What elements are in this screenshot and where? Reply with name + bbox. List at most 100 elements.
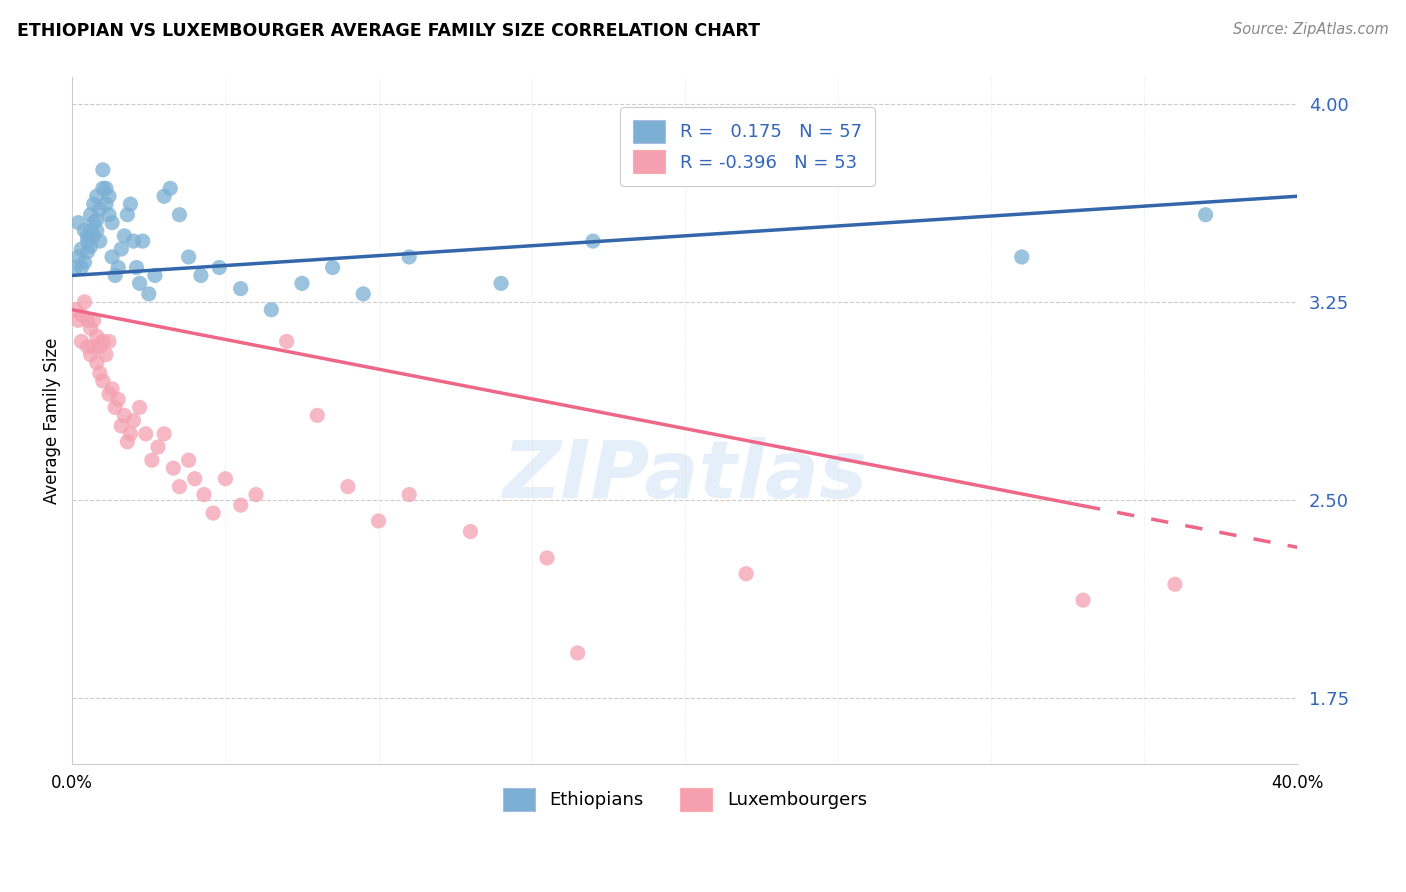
Point bbox=[128, 401, 150, 415]
Point bbox=[73, 294, 96, 309]
Point bbox=[98, 387, 121, 401]
Point bbox=[79, 321, 101, 335]
Point bbox=[159, 181, 181, 195]
Point bbox=[153, 426, 176, 441]
Point bbox=[291, 277, 314, 291]
Point bbox=[70, 242, 93, 256]
Point bbox=[260, 302, 283, 317]
Point bbox=[1164, 577, 1187, 591]
Point bbox=[208, 260, 231, 275]
Point bbox=[122, 414, 145, 428]
Point bbox=[184, 472, 207, 486]
Point bbox=[122, 234, 145, 248]
Point bbox=[120, 426, 142, 441]
Point bbox=[110, 418, 132, 433]
Point bbox=[162, 461, 184, 475]
Point bbox=[567, 646, 589, 660]
Point bbox=[89, 234, 111, 248]
Point bbox=[83, 216, 105, 230]
Point bbox=[73, 255, 96, 269]
Point bbox=[76, 228, 98, 243]
Point bbox=[91, 334, 114, 349]
Point bbox=[91, 374, 114, 388]
Point bbox=[117, 434, 139, 449]
Point bbox=[67, 313, 90, 327]
Point bbox=[229, 282, 252, 296]
Point bbox=[94, 348, 117, 362]
Point bbox=[276, 334, 298, 349]
Point bbox=[1011, 250, 1033, 264]
Point bbox=[128, 277, 150, 291]
Point bbox=[489, 277, 512, 291]
Point bbox=[70, 260, 93, 275]
Point bbox=[214, 472, 236, 486]
Text: ETHIOPIAN VS LUXEMBOURGER AVERAGE FAMILY SIZE CORRELATION CHART: ETHIOPIAN VS LUXEMBOURGER AVERAGE FAMILY… bbox=[17, 22, 759, 40]
Point bbox=[146, 440, 169, 454]
Point bbox=[83, 228, 105, 243]
Point bbox=[190, 268, 212, 283]
Point bbox=[86, 355, 108, 369]
Point bbox=[86, 189, 108, 203]
Point bbox=[112, 409, 135, 423]
Point bbox=[169, 480, 191, 494]
Point bbox=[177, 453, 200, 467]
Point bbox=[135, 426, 157, 441]
Point bbox=[307, 409, 329, 423]
Point bbox=[322, 260, 344, 275]
Point bbox=[229, 498, 252, 512]
Point bbox=[245, 487, 267, 501]
Point bbox=[460, 524, 482, 539]
Point bbox=[94, 197, 117, 211]
Point bbox=[101, 382, 124, 396]
Point bbox=[86, 329, 108, 343]
Text: ZIPatlas: ZIPatlas bbox=[502, 436, 868, 515]
Point bbox=[101, 250, 124, 264]
Point bbox=[79, 208, 101, 222]
Point bbox=[169, 208, 191, 222]
Point bbox=[89, 366, 111, 380]
Y-axis label: Average Family Size: Average Family Size bbox=[44, 337, 60, 504]
Point bbox=[94, 181, 117, 195]
Legend: Ethiopians, Luxembourgers: Ethiopians, Luxembourgers bbox=[491, 775, 880, 823]
Point bbox=[120, 197, 142, 211]
Point bbox=[67, 216, 90, 230]
Point bbox=[1194, 208, 1216, 222]
Point bbox=[70, 308, 93, 322]
Point bbox=[83, 340, 105, 354]
Point bbox=[153, 189, 176, 203]
Point bbox=[79, 239, 101, 253]
Point bbox=[89, 202, 111, 217]
Point bbox=[104, 401, 127, 415]
Point bbox=[86, 213, 108, 227]
Point bbox=[1071, 593, 1094, 607]
Point bbox=[104, 268, 127, 283]
Point bbox=[582, 234, 605, 248]
Point bbox=[177, 250, 200, 264]
Point bbox=[76, 313, 98, 327]
Point bbox=[70, 334, 93, 349]
Point bbox=[125, 260, 148, 275]
Point bbox=[76, 244, 98, 259]
Point bbox=[98, 208, 121, 222]
Point bbox=[65, 260, 87, 275]
Point bbox=[107, 392, 129, 407]
Point bbox=[141, 453, 163, 467]
Point bbox=[131, 234, 153, 248]
Point bbox=[367, 514, 389, 528]
Point bbox=[73, 223, 96, 237]
Point bbox=[98, 189, 121, 203]
Point bbox=[76, 340, 98, 354]
Point bbox=[107, 260, 129, 275]
Point bbox=[79, 348, 101, 362]
Point bbox=[110, 242, 132, 256]
Point bbox=[336, 480, 359, 494]
Point bbox=[86, 223, 108, 237]
Point bbox=[89, 340, 111, 354]
Point bbox=[143, 268, 166, 283]
Point bbox=[112, 228, 135, 243]
Point bbox=[352, 287, 374, 301]
Point bbox=[79, 223, 101, 237]
Point bbox=[202, 506, 225, 520]
Point bbox=[193, 487, 215, 501]
Point bbox=[83, 313, 105, 327]
